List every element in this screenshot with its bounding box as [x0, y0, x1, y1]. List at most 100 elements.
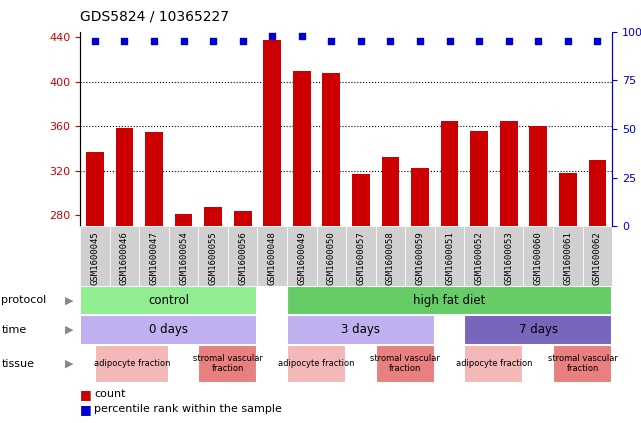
Bar — [529, 126, 547, 423]
Point — [178, 38, 188, 45]
Bar — [287, 226, 317, 286]
Bar — [376, 345, 435, 383]
Bar — [198, 226, 228, 286]
Bar — [405, 226, 435, 286]
Text: ▶: ▶ — [65, 295, 74, 305]
Text: 0 days: 0 days — [149, 324, 188, 336]
Bar — [524, 226, 553, 286]
Point — [592, 38, 603, 45]
Text: adipocyte fraction: adipocyte fraction — [94, 359, 170, 368]
Bar — [494, 226, 524, 286]
Text: GSM1600062: GSM1600062 — [593, 231, 602, 285]
Point — [149, 38, 159, 45]
Text: GSM1600057: GSM1600057 — [356, 231, 365, 285]
Point — [90, 38, 100, 45]
Text: 3 days: 3 days — [342, 324, 380, 336]
Bar — [346, 226, 376, 286]
Bar — [381, 157, 399, 423]
Text: ▶: ▶ — [65, 359, 74, 369]
Bar — [258, 226, 287, 286]
Point — [119, 38, 129, 45]
Text: GSM1600053: GSM1600053 — [504, 231, 513, 285]
Text: GSM1600047: GSM1600047 — [149, 231, 158, 285]
Bar — [287, 315, 435, 345]
Text: 7 days: 7 days — [519, 324, 558, 336]
Bar — [464, 226, 494, 286]
Bar — [411, 168, 429, 423]
Bar — [583, 226, 612, 286]
Text: GSM1600058: GSM1600058 — [386, 231, 395, 285]
Text: control: control — [148, 294, 189, 307]
Bar — [322, 73, 340, 423]
Bar — [287, 286, 612, 315]
Bar — [553, 226, 583, 286]
Text: GSM1600059: GSM1600059 — [415, 231, 424, 285]
Bar — [198, 345, 258, 383]
Point — [533, 38, 544, 45]
Point — [238, 38, 248, 45]
Text: high fat diet: high fat diet — [413, 294, 486, 307]
Point — [415, 38, 425, 45]
Point — [385, 38, 395, 45]
Text: percentile rank within the sample: percentile rank within the sample — [94, 404, 282, 415]
Point — [356, 38, 366, 45]
Text: adipocyte fraction: adipocyte fraction — [278, 359, 355, 368]
Text: adipocyte fraction: adipocyte fraction — [456, 359, 532, 368]
Bar — [263, 39, 281, 423]
Text: ■: ■ — [80, 403, 92, 416]
Point — [563, 38, 573, 45]
Text: ▶: ▶ — [65, 325, 74, 335]
Bar — [317, 226, 346, 286]
Bar — [86, 152, 104, 423]
Bar — [80, 226, 110, 286]
Bar — [376, 226, 405, 286]
Text: GSM1600045: GSM1600045 — [90, 231, 99, 285]
Text: GSM1600048: GSM1600048 — [268, 231, 277, 285]
Text: stromal vascular
fraction: stromal vascular fraction — [547, 354, 617, 374]
Text: GSM1600046: GSM1600046 — [120, 231, 129, 285]
Bar — [464, 345, 524, 383]
Bar — [80, 286, 258, 315]
Point — [474, 38, 485, 45]
Point — [208, 38, 218, 45]
Text: GSM1600052: GSM1600052 — [474, 231, 484, 285]
Text: GSM1600056: GSM1600056 — [238, 231, 247, 285]
Bar — [139, 226, 169, 286]
Text: GSM1600061: GSM1600061 — [563, 231, 572, 285]
Bar — [145, 132, 163, 423]
Bar — [204, 207, 222, 423]
Bar — [175, 214, 192, 423]
Text: GSM1600060: GSM1600060 — [534, 231, 543, 285]
Bar — [464, 315, 612, 345]
Bar — [228, 226, 258, 286]
Point — [267, 32, 278, 39]
Bar — [588, 159, 606, 423]
Bar — [95, 345, 169, 383]
Point — [504, 38, 514, 45]
Text: ■: ■ — [80, 388, 92, 401]
Bar — [115, 129, 133, 423]
Text: count: count — [94, 389, 126, 399]
Text: tissue: tissue — [1, 359, 34, 369]
Text: stromal vascular
fraction: stromal vascular fraction — [193, 354, 263, 374]
Text: protocol: protocol — [1, 295, 47, 305]
Text: GSM1600054: GSM1600054 — [179, 231, 188, 285]
Bar — [441, 121, 458, 423]
Point — [326, 38, 337, 45]
Text: GSM1600055: GSM1600055 — [208, 231, 218, 285]
Bar — [559, 173, 577, 423]
Text: GDS5824 / 10365227: GDS5824 / 10365227 — [80, 9, 229, 23]
Bar — [234, 211, 251, 423]
Text: time: time — [1, 325, 26, 335]
Text: stromal vascular
fraction: stromal vascular fraction — [370, 354, 440, 374]
Bar — [352, 174, 370, 423]
Bar — [110, 226, 139, 286]
Bar — [80, 315, 258, 345]
Text: GSM1600050: GSM1600050 — [327, 231, 336, 285]
Bar — [435, 226, 464, 286]
Text: GSM1600051: GSM1600051 — [445, 231, 454, 285]
Bar — [169, 226, 198, 286]
Bar — [470, 131, 488, 423]
Point — [444, 38, 454, 45]
Bar — [293, 71, 311, 423]
